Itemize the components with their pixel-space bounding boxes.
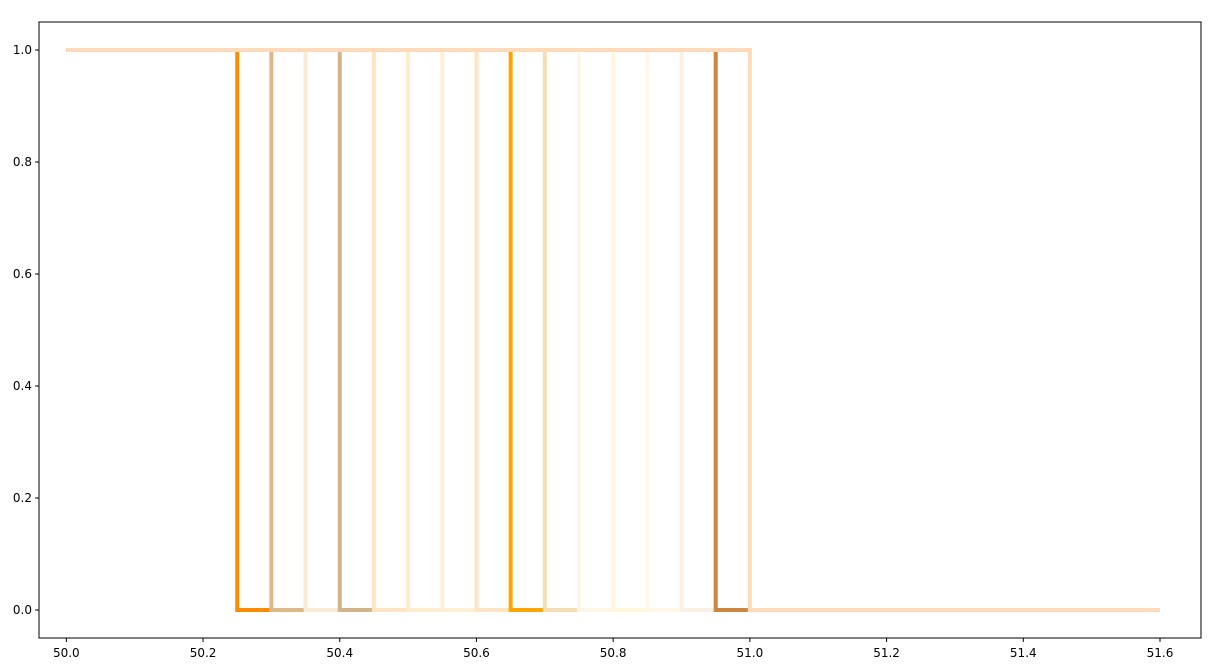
step-series-16 (66, 48, 1160, 612)
x-tick-label: 50.2 (190, 646, 217, 660)
y-tick-label: 0.4 (13, 379, 32, 393)
y-tick-label: 0.2 (13, 491, 32, 505)
y-tick-label: 0.0 (13, 603, 32, 617)
x-tick-label: 50.8 (600, 646, 627, 660)
y-axis: 0.0 0.2 0.4 0.6 0.8 1.0 (13, 43, 39, 617)
plot-area (39, 22, 1201, 638)
y-tick-label: 1.0 (13, 43, 32, 57)
x-tick-label: 51.6 (1147, 646, 1174, 660)
x-tick-label: 51.4 (1010, 646, 1037, 660)
x-tick-label: 50.0 (53, 646, 80, 660)
x-tick-label: 50.6 (463, 646, 490, 660)
y-tick-label: 0.8 (13, 155, 32, 169)
x-tick-label: 50.4 (326, 646, 353, 660)
x-tick-label: 51.2 (873, 646, 900, 660)
series-layer (66, 48, 1160, 612)
plot-frame (38, 21, 1202, 639)
y-tick-label: 0.6 (13, 267, 32, 281)
x-tick-label: 51.0 (737, 646, 764, 660)
x-axis: 50.0 50.2 50.4 50.6 50.8 51.0 51.2 51.4 51.6 (53, 638, 1173, 660)
